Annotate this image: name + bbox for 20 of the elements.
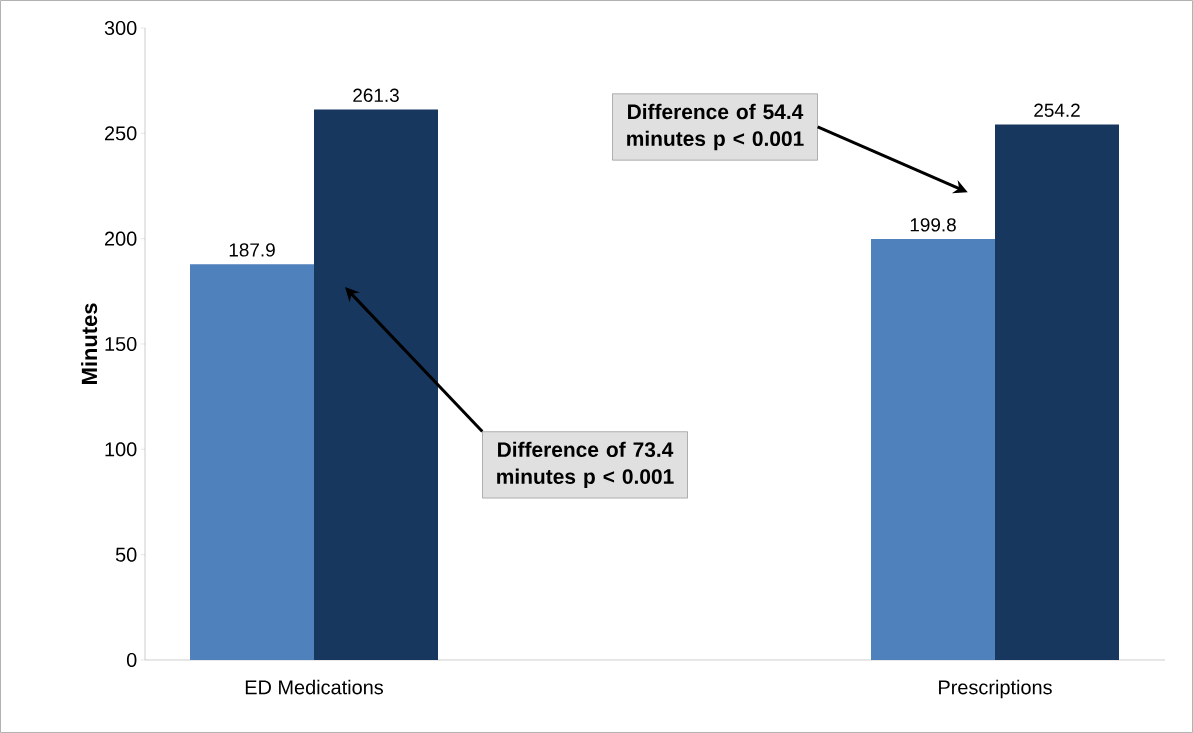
bar: [314, 109, 439, 660]
y-tick-label: 200: [104, 231, 137, 246]
data-label: 261.3: [353, 88, 399, 102]
data-label: 199.8: [910, 218, 956, 232]
x-tick-label: ED Medications: [245, 679, 384, 695]
annotation: Difference of 54.4 minutes p < 0.001: [627, 103, 804, 151]
bar: [995, 124, 1120, 660]
bar: [871, 239, 996, 660]
y-tick-label: 50: [115, 547, 137, 562]
annotation: Difference of 73.4 minutes p < 0.001: [497, 441, 674, 489]
y-axis-title: Minutes: [81, 303, 98, 384]
data-label: 254.2: [1034, 103, 1080, 117]
data-label: 187.9: [229, 243, 275, 257]
bar: [190, 264, 315, 660]
y-tick-label: 0: [126, 652, 137, 668]
y-tick-label: 250: [104, 126, 137, 141]
x-tick-label: Prescriptions: [939, 679, 1052, 699]
y-tick-label: 300: [104, 20, 137, 36]
y-tick-label: 150: [105, 336, 137, 352]
y-tick-label: 100: [105, 442, 137, 457]
